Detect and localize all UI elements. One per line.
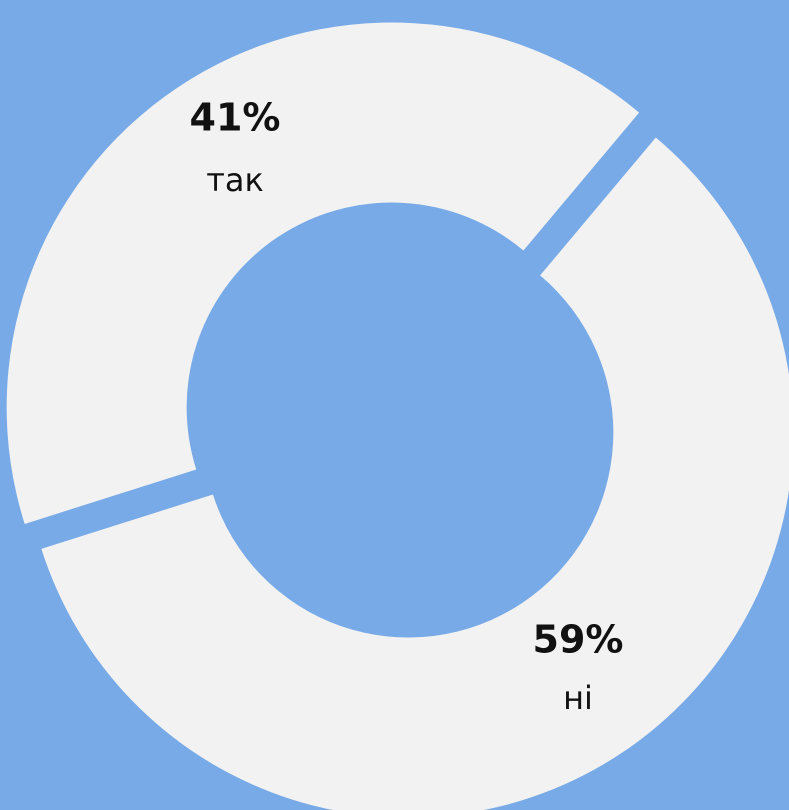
value-label: 59% <box>533 618 624 662</box>
category-label: так <box>206 161 264 199</box>
donut-segment <box>41 137 789 810</box>
category-label: ні <box>563 679 593 717</box>
value-label: 41% <box>190 96 281 140</box>
donut-segment <box>6 22 640 524</box>
